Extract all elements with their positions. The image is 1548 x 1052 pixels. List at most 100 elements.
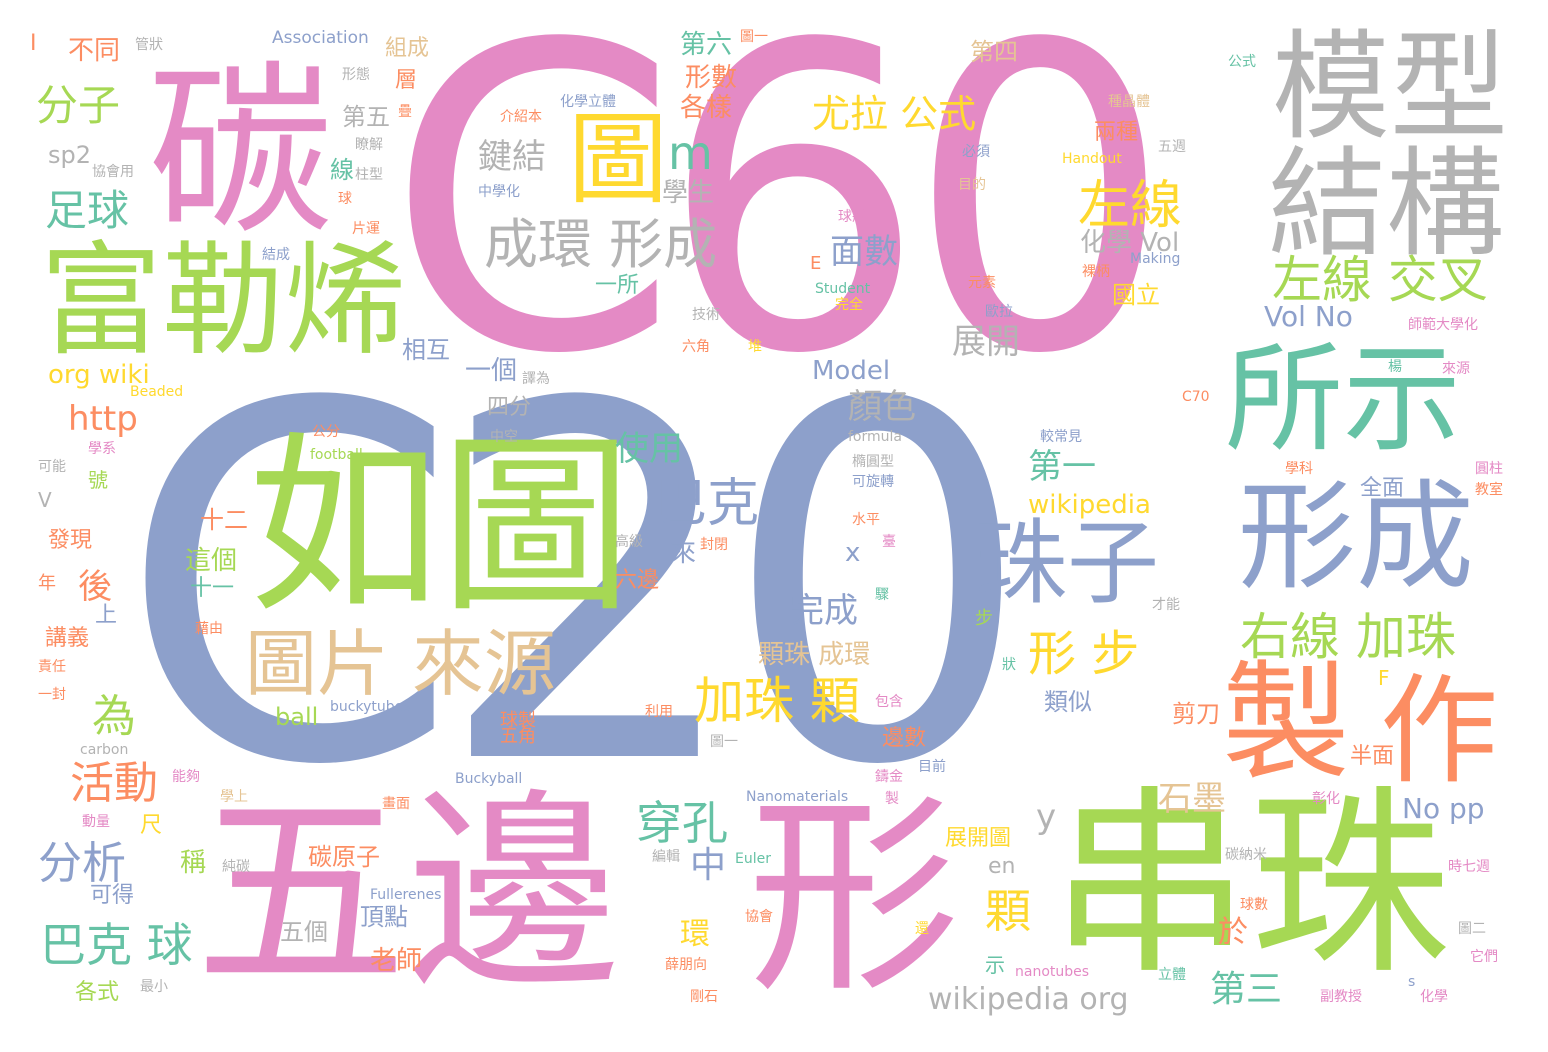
word: m	[668, 126, 713, 180]
word: 學上	[220, 789, 248, 805]
word: 中學化	[478, 184, 520, 200]
word: 譯為	[522, 371, 550, 387]
word: 最小	[140, 979, 168, 995]
word: 各樣	[680, 93, 733, 123]
word: 串珠	[1050, 769, 1451, 1002]
word: 所示	[1225, 330, 1462, 468]
word: 疊	[398, 104, 412, 120]
word: 碳	[148, 44, 333, 260]
word: 公式	[1228, 54, 1256, 70]
word: 講義	[45, 626, 90, 651]
word: 柱型	[355, 167, 383, 183]
word: 圓柱	[1475, 461, 1503, 477]
word: 足球	[45, 186, 130, 235]
word: 尤拉 公式	[812, 92, 977, 136]
word: 於	[1218, 915, 1248, 950]
word: y	[1036, 797, 1057, 837]
word: 如圖	[248, 416, 632, 639]
word: 球數	[1240, 897, 1268, 913]
word: 技術	[692, 307, 720, 323]
word: 彰化	[1312, 791, 1340, 807]
word: 顆	[985, 884, 1031, 938]
word: 可旋轉	[852, 474, 894, 490]
word: 時七週	[1448, 859, 1490, 875]
word: 上	[95, 603, 118, 628]
word: Handout	[1062, 151, 1122, 167]
word: x	[845, 538, 861, 568]
word: 巴克	[655, 474, 760, 534]
word: 化學 Vol	[1080, 228, 1180, 258]
word: wikipedia org	[928, 982, 1129, 1017]
word: V	[38, 488, 52, 512]
word: 發現	[48, 528, 93, 553]
word: 薛朋向	[665, 957, 707, 973]
word: 活動	[70, 758, 158, 809]
word: 高級	[615, 534, 643, 550]
word-c20: C20	[118, 301, 1034, 872]
word: 組成	[385, 36, 430, 61]
word: 分析	[38, 838, 126, 889]
word: 一個	[465, 356, 518, 386]
word: 展開	[952, 322, 1020, 362]
word: 楊	[1388, 359, 1402, 375]
word: 圖片 來源	[245, 622, 556, 706]
word: 結成	[262, 247, 290, 263]
word: 顆珠 成環	[758, 640, 871, 670]
word: 橢圓型	[852, 454, 894, 470]
word: 五週	[1158, 139, 1186, 155]
word: 製	[1222, 649, 1351, 798]
word: 形態	[342, 67, 370, 83]
word: 模型	[1272, 18, 1509, 156]
word: 形 步	[1028, 626, 1140, 682]
word: 純碳	[222, 859, 250, 875]
word: 尺	[140, 813, 163, 838]
word: 可得	[90, 883, 135, 908]
word: 顏色	[848, 387, 916, 427]
word: 第四	[970, 38, 1018, 66]
word: 形	[748, 774, 960, 1021]
word: 號	[88, 468, 108, 492]
word: 五個	[280, 918, 328, 946]
word: 來	[670, 538, 697, 568]
word: Making	[1130, 251, 1181, 267]
word: 層	[395, 68, 418, 93]
word: 剪刀	[1172, 700, 1220, 728]
word: 學科	[1285, 461, 1313, 477]
word: 球狀	[838, 209, 866, 225]
word: 十二	[200, 506, 248, 534]
word: en	[988, 854, 1016, 879]
word: 第五	[342, 103, 390, 131]
word: nanotubes	[1015, 964, 1090, 980]
word: 碳原子	[308, 843, 380, 871]
word: Association	[272, 28, 369, 48]
word: 球製	[500, 710, 536, 731]
word: 邊數	[882, 726, 927, 751]
word: C70	[1182, 389, 1210, 405]
word: 封閉	[700, 537, 728, 553]
word: 為	[92, 691, 136, 742]
word: 水平	[852, 512, 880, 528]
word: 半面	[1350, 744, 1395, 769]
word: Student	[815, 281, 871, 297]
word: 不同	[68, 36, 121, 66]
word: No pp	[1402, 792, 1485, 825]
word: 堆	[748, 339, 762, 355]
word: 它們	[1470, 949, 1498, 965]
word: 臺	[882, 534, 896, 550]
word: 石墨	[1158, 779, 1226, 819]
word: wikipedia	[1028, 490, 1151, 520]
word: 編輯	[652, 849, 680, 865]
word: 碳納米	[1225, 847, 1267, 863]
word: 兩種	[1094, 120, 1139, 145]
word: 還	[915, 921, 929, 937]
word: 目的	[958, 177, 986, 193]
word: F	[1378, 666, 1390, 690]
word: 全面	[1360, 476, 1405, 501]
word: formula	[848, 429, 902, 445]
word: 分子	[36, 81, 121, 130]
word: Model	[812, 356, 891, 386]
word: 協會用	[92, 164, 134, 180]
word: 才能	[1152, 597, 1180, 613]
word: I	[30, 31, 37, 56]
word: 老師	[370, 946, 423, 976]
